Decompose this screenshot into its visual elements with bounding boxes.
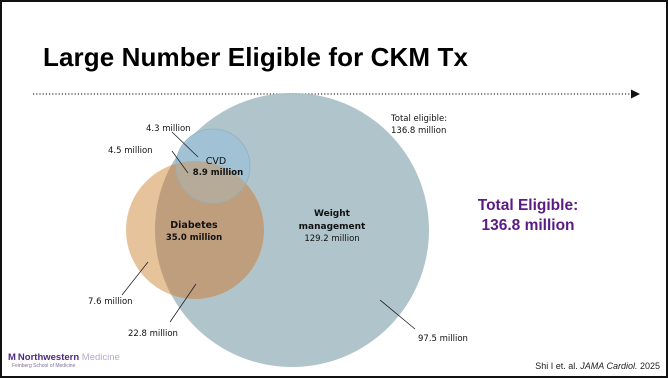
cvd-value-label: 8.9 million (193, 168, 243, 178)
weight-name-label-2: management (299, 222, 366, 232)
callout-cvd-only: 4.3 million (146, 124, 191, 134)
title-divider (33, 89, 640, 99)
callout-diabetes-only: 7.6 million (88, 297, 133, 307)
logo-faded-word: Medicine (81, 352, 120, 363)
callout-diabetes-weight: 22.8 million (128, 329, 178, 339)
citation: Shi I et. al. JAMA Cardiol. 2025 (535, 361, 660, 371)
total-eligible-callout-line1: Total Eligible: (477, 197, 579, 214)
leader-diabetes-only (121, 261, 149, 296)
citation-journal: JAMA Cardiol. (580, 361, 638, 371)
citation-year: 2025 (637, 361, 660, 371)
leader-cvd-only (171, 131, 199, 158)
northwestern-medicine-logo: M Northwestern Medicine Feinberg School o… (8, 352, 120, 369)
total-eligible-callout-line2: 136.8 million (481, 217, 575, 234)
callout-weight-only: 97.5 million (418, 334, 468, 344)
logo-wordmark: M Northwestern Medicine (8, 352, 120, 363)
total-eligible-callout: Total Eligible: 136.8 million (442, 196, 614, 236)
logo-subtitle: Feinberg School of Medicine (12, 363, 76, 369)
total-eligible-label-1: Total eligible: (390, 114, 447, 124)
total-eligible-label-2: 136.8 million (391, 126, 446, 136)
leader-cvd-diabetes (171, 150, 189, 174)
diabetes-value-label: 35.0 million (166, 233, 222, 243)
callout-cvd-diabetes: 4.5 million (108, 146, 153, 156)
logo-name: Northwestern (17, 352, 80, 363)
leader-weight-only (379, 299, 416, 330)
leader-diabetes-weight (169, 283, 197, 323)
weight-value-label: 129.2 million (304, 234, 359, 244)
weight-name-label-1: Weight (314, 209, 351, 219)
slide-title: Large Number Eligible for CKM Tx (43, 42, 469, 72)
cvd-name-label: CVD (206, 156, 226, 167)
citation-authors: Shi I et. al. (535, 361, 581, 371)
diabetes-name-label: Diabetes (170, 220, 218, 231)
cvd-diabetes-overlap (176, 161, 250, 203)
logo-mark: M (8, 352, 16, 363)
